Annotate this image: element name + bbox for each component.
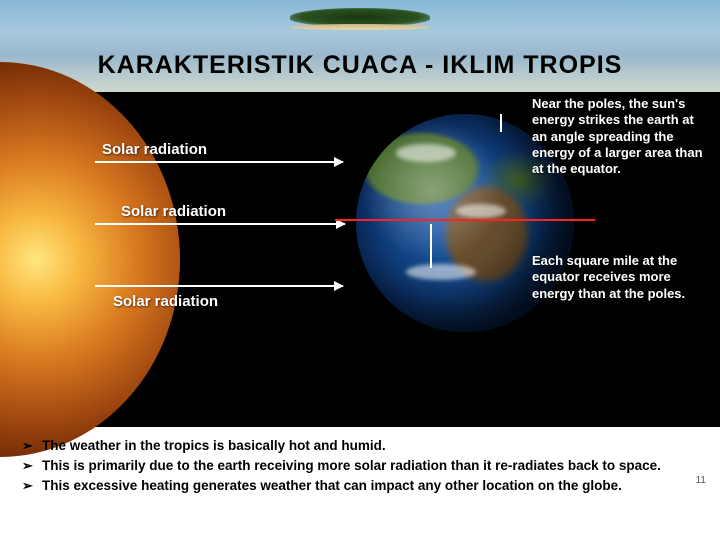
solar-ray-top <box>95 161 343 163</box>
solar-diagram: Solar radiation Solar radiation Solar ra… <box>0 92 720 427</box>
bullet-item: The weather in the tropics is basically … <box>20 437 700 455</box>
info-text-poles: Near the poles, the sun's energy strikes… <box>532 96 708 177</box>
bullet-section: The weather in the tropics is basically … <box>0 427 720 540</box>
ray-label-1: Solar radiation <box>102 141 207 158</box>
info-text-equator: Each square mile at the equator receives… <box>532 253 708 302</box>
bullet-item: This excessive heating generates weather… <box>20 477 700 495</box>
page-number: 11 <box>696 475 706 486</box>
bullet-item: This is primarily due to the earth recei… <box>20 457 700 475</box>
cloud-icon <box>456 204 506 218</box>
slide-header: KARAKTERISTIK CUACA - IKLIM TROPIS <box>0 0 720 92</box>
cloud-icon <box>406 264 476 280</box>
slide-title: KARAKTERISTIK CUACA - IKLIM TROPIS <box>98 51 623 80</box>
ray-label-3: Solar radiation <box>113 293 218 310</box>
solar-ray-bottom <box>95 285 343 287</box>
bullet-list: The weather in the tropics is basically … <box>20 437 700 496</box>
equator-marker-line <box>430 224 432 268</box>
pole-marker-line <box>500 114 502 132</box>
island-sand <box>290 24 430 30</box>
ray-label-2: Solar radiation <box>121 203 226 220</box>
solar-ray-middle <box>95 223 345 225</box>
cloud-icon <box>396 144 456 162</box>
sun-graphic <box>0 62 180 457</box>
island-graphic <box>290 8 430 38</box>
equator-line <box>335 219 595 221</box>
